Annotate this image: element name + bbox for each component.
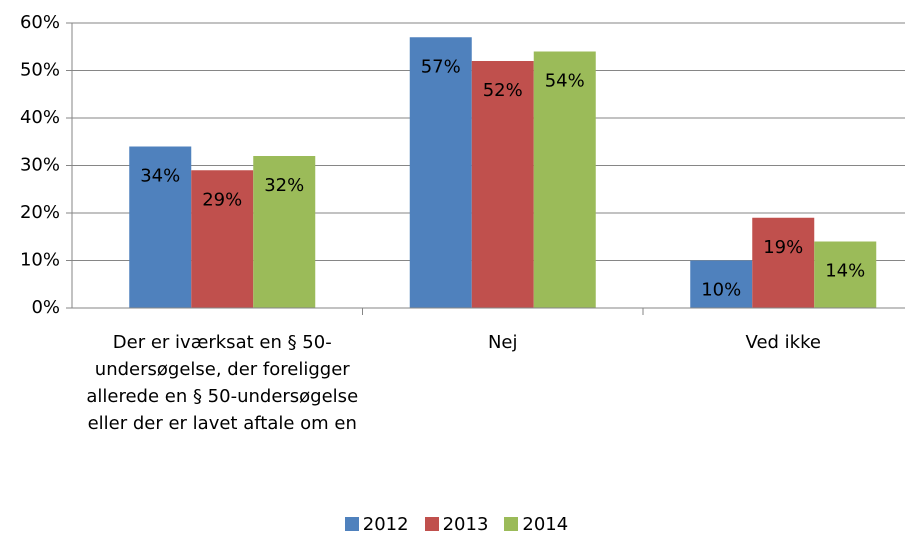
legend-item: 2013 xyxy=(424,514,489,535)
legend-item: 2014 xyxy=(504,514,568,535)
value-label: 52% xyxy=(483,80,523,101)
y-tick-label: 0% xyxy=(31,297,60,318)
legend-label: 2012 xyxy=(362,514,409,535)
bar xyxy=(752,217,815,308)
value-label: 32% xyxy=(264,175,304,196)
bar xyxy=(471,61,534,308)
bar xyxy=(191,170,254,308)
value-label: 54% xyxy=(545,71,585,92)
legend-item: 2012 xyxy=(344,514,409,535)
y-tick-label: 20% xyxy=(20,202,60,223)
legend-label: 2013 xyxy=(442,514,489,535)
value-label: 57% xyxy=(421,56,461,77)
bar xyxy=(690,260,753,308)
value-label: 19% xyxy=(763,237,803,258)
y-tick-label: 60% xyxy=(20,12,60,33)
legend-label: 2014 xyxy=(522,514,569,535)
value-label: 10% xyxy=(701,280,741,301)
bar xyxy=(533,51,596,308)
legend-swatch xyxy=(424,517,439,531)
legend: 2012 2013 2014 xyxy=(0,514,913,535)
bar xyxy=(253,156,316,308)
y-tick-label: 50% xyxy=(20,60,60,81)
value-label: 14% xyxy=(825,261,865,282)
bar xyxy=(129,146,192,308)
legend-swatch xyxy=(504,517,519,531)
bar xyxy=(814,241,877,308)
bar xyxy=(409,37,472,308)
legend-swatch xyxy=(344,517,359,531)
y-tick-label: 10% xyxy=(20,250,60,271)
y-tick-label: 40% xyxy=(20,107,60,128)
y-tick-label: 30% xyxy=(20,155,60,176)
value-label: 29% xyxy=(202,189,242,210)
x-tick-label: Der er iværksat en § 50-undersøgelse, de… xyxy=(86,332,359,434)
x-tick-label: Ved ikke xyxy=(745,332,821,353)
x-tick-label: Nej xyxy=(487,332,518,353)
value-label: 34% xyxy=(140,166,180,187)
